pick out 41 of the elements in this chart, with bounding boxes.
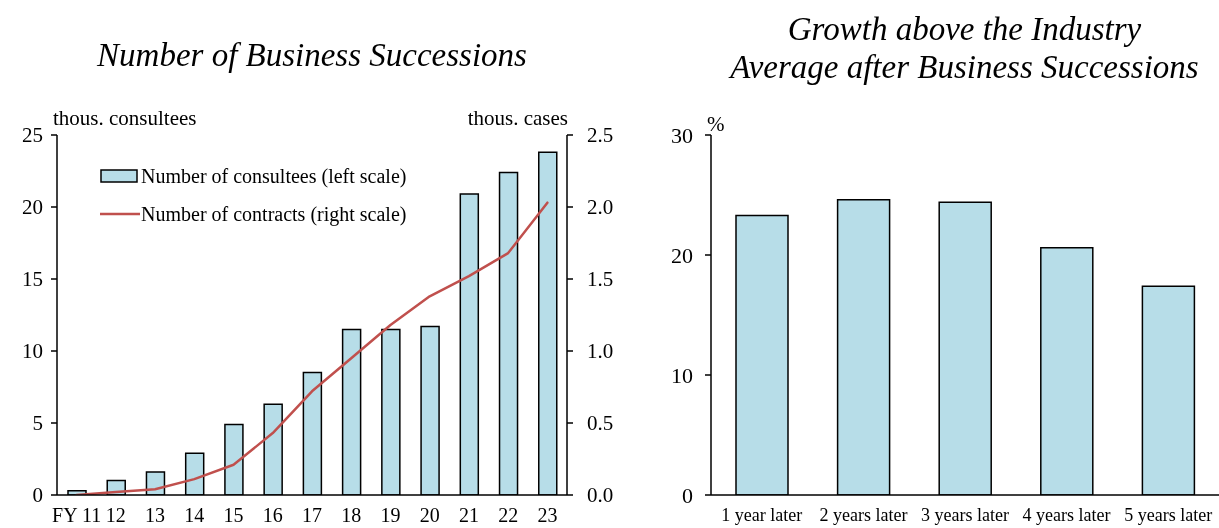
- x-tick-label: 12: [105, 504, 126, 527]
- x-tick-label: 20: [419, 504, 440, 527]
- y-tick-label: 5: [32, 411, 43, 436]
- x-tick-label: 15: [223, 504, 244, 527]
- x-tick-label: 17: [302, 504, 322, 527]
- x-tick-label: 14: [184, 504, 205, 527]
- chart-title: Growth above the Industry Average after Business Successions: [727, 10, 1200, 86]
- y2-tick-label: 0.5: [587, 411, 614, 436]
- x-tick-label: 18: [341, 504, 362, 527]
- x-tick-label: 23: [537, 504, 558, 527]
- legend-label: Number of contracts (right scale): [141, 202, 407, 226]
- y-tick-label: 10: [22, 339, 43, 364]
- y2-tick-label: 1.0: [587, 339, 614, 364]
- y-tick-label: 30: [671, 122, 693, 148]
- y-tick-label: 25: [22, 123, 43, 148]
- y-axis-title: %: [707, 112, 725, 136]
- x-tick-label: FY 11: [52, 504, 102, 527]
- x-tick-label: 16: [262, 504, 283, 527]
- y-tick-label: 0: [32, 483, 43, 508]
- x-tick-label: 2 years later: [819, 504, 908, 525]
- y-tick-label: 10: [671, 362, 693, 388]
- x-tick-label: 4 years later: [1022, 504, 1111, 525]
- x-tick-label: 21: [458, 504, 479, 527]
- y-axis-title: thous. consultees: [53, 106, 197, 130]
- legend-label: Number of consultees (left scale): [141, 164, 407, 188]
- x-tick-label: 19: [380, 504, 401, 527]
- y-tick-label: 15: [22, 267, 43, 292]
- y-tick-label: 0: [682, 482, 693, 508]
- y2-tick-label: 2.0: [587, 195, 614, 220]
- y2-axis-title: thous. cases: [467, 106, 568, 130]
- x-tick-label: 1 year later: [721, 504, 803, 525]
- chart-title: Number of Business Successions: [96, 36, 528, 74]
- y-tick-label: 20: [671, 242, 693, 268]
- x-tick-label: 5 years later: [1124, 504, 1213, 525]
- x-tick-label: 22: [498, 504, 519, 527]
- y2-tick-label: 0.0: [587, 483, 614, 508]
- y2-tick-label: 2.5: [587, 123, 614, 148]
- x-tick-label: 13: [145, 504, 166, 527]
- y-tick-label: 20: [22, 195, 43, 220]
- y2-tick-label: 1.5: [587, 267, 614, 292]
- x-tick-label: 3 years later: [921, 504, 1009, 525]
